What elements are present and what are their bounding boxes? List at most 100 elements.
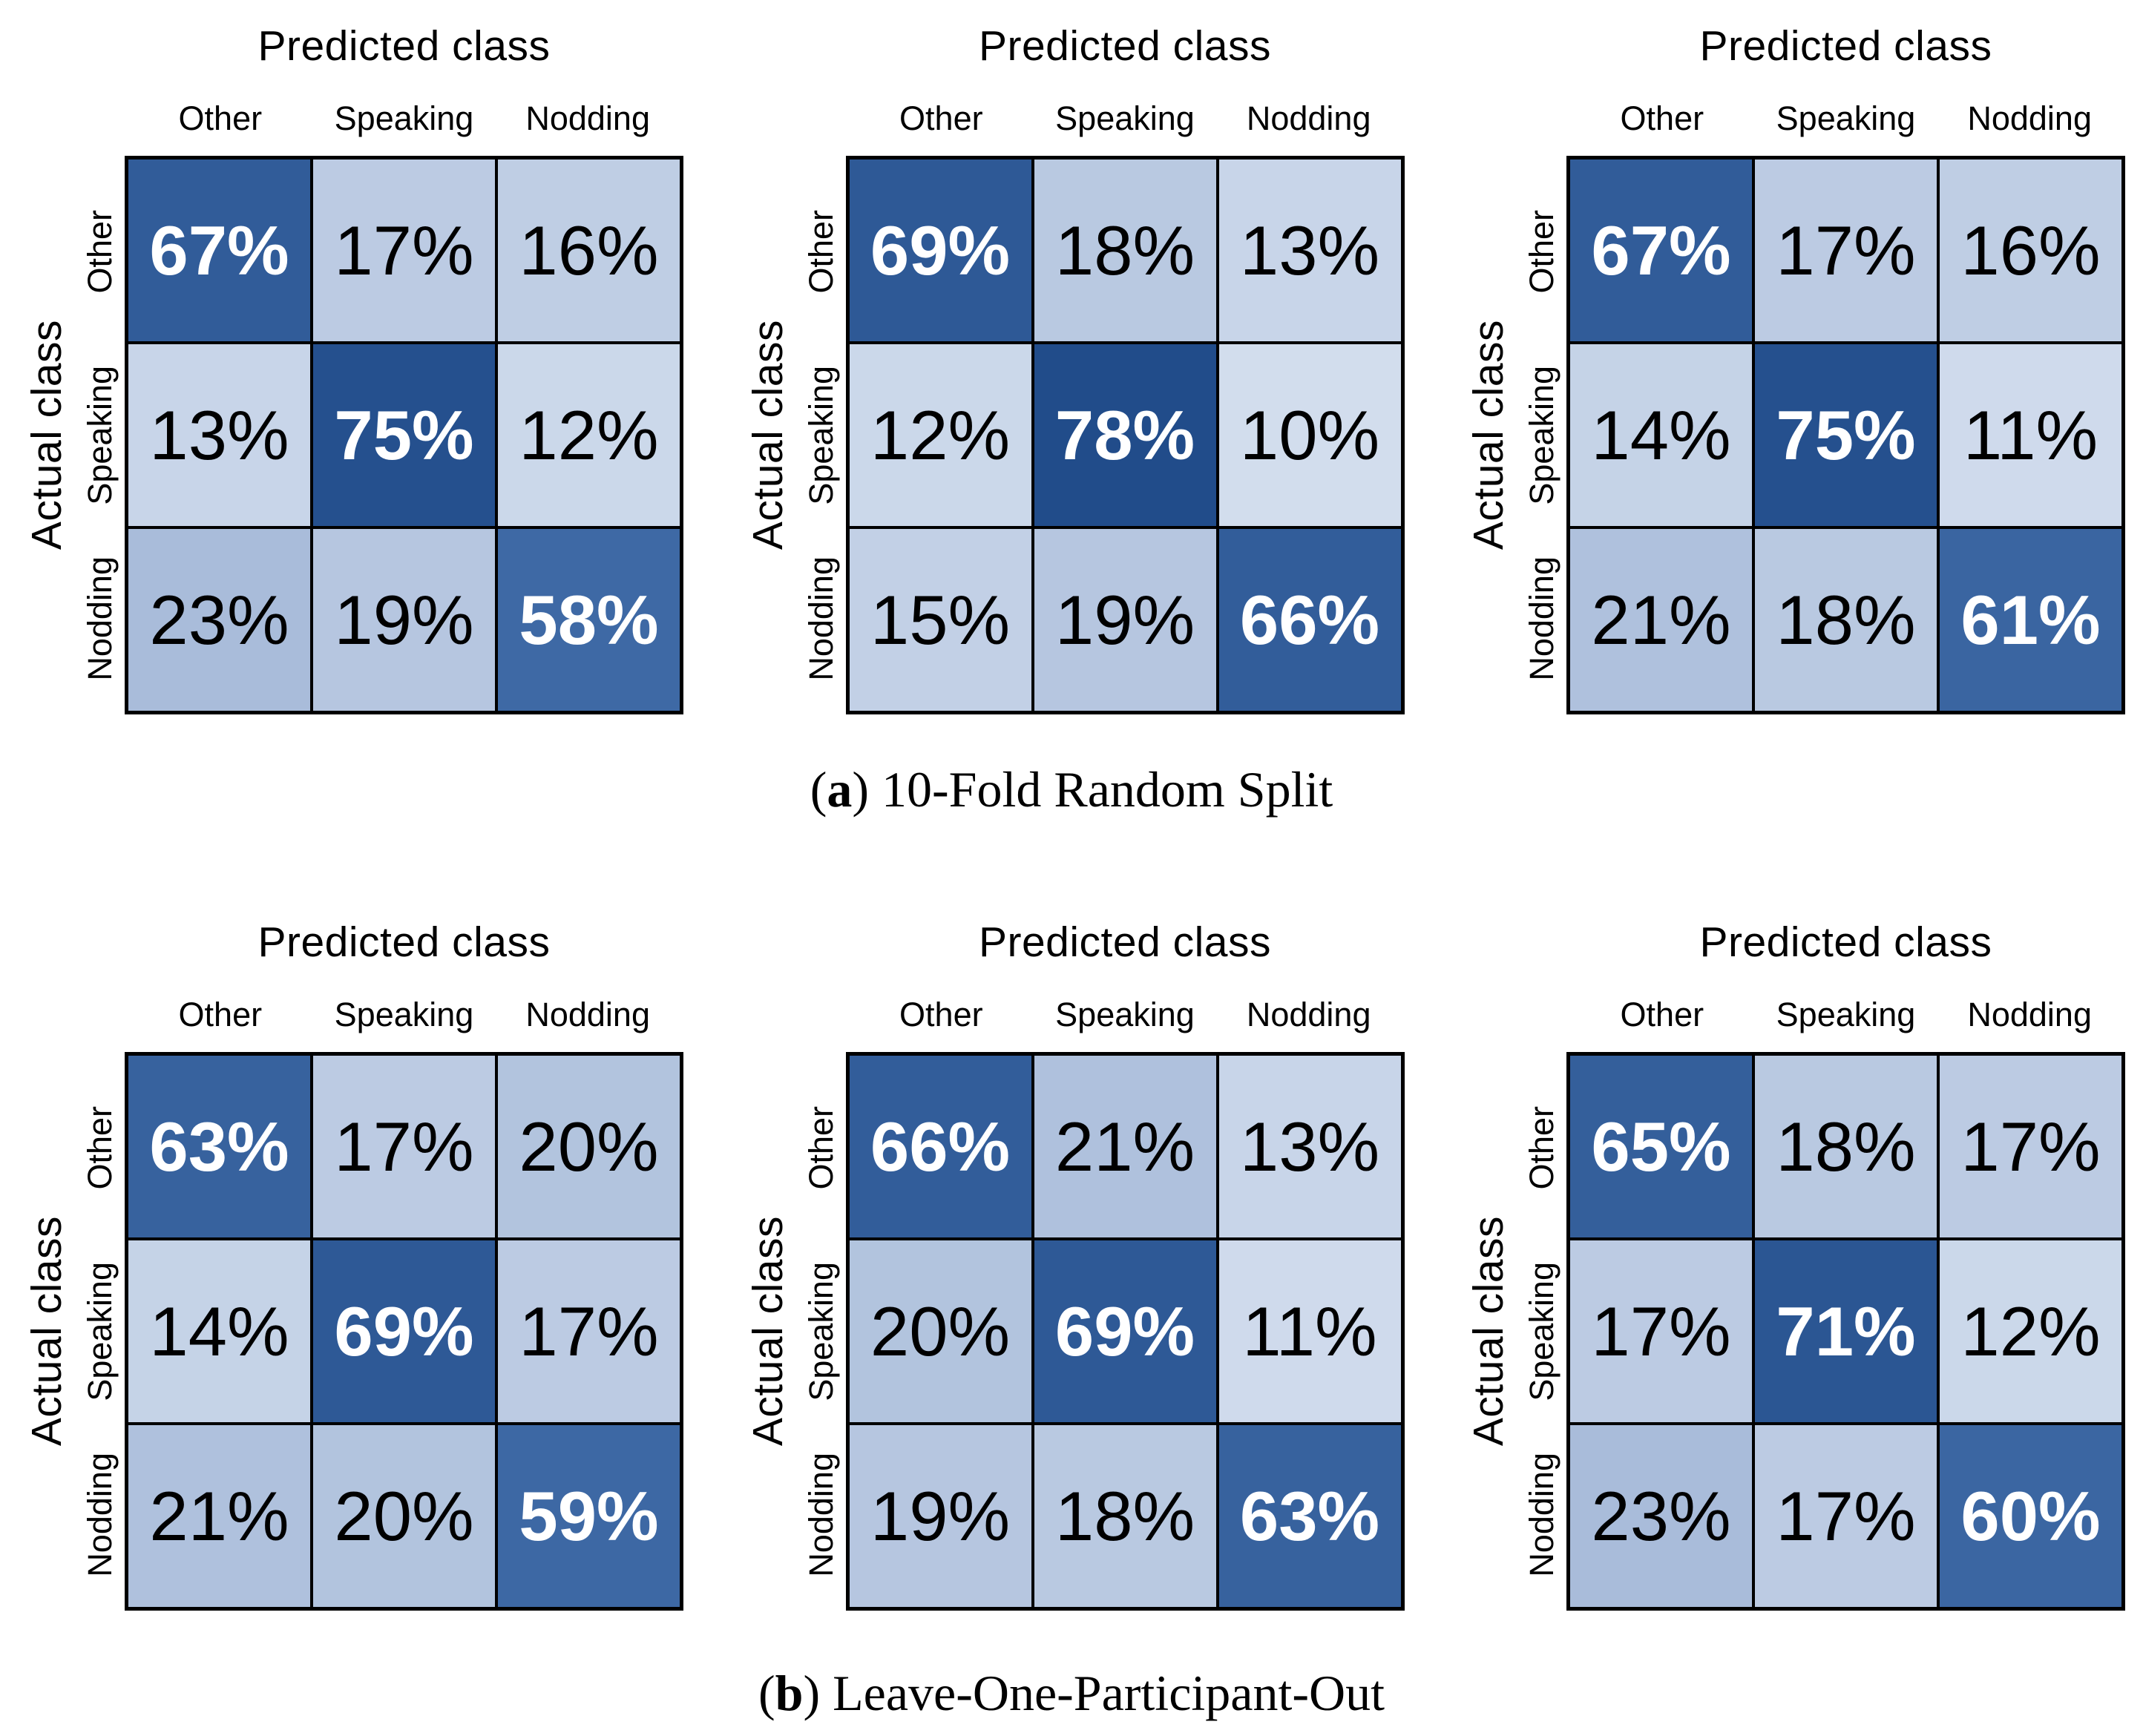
x-axis-title: Predicted class xyxy=(1699,22,1992,70)
row-label-text: Other xyxy=(1523,209,1561,294)
column-label: Nodding xyxy=(1246,996,1371,1033)
caption-letter: a xyxy=(827,761,853,818)
row-label-text: Other xyxy=(801,209,840,294)
row-label: Speaking xyxy=(76,343,125,527)
row-label-text: Other xyxy=(801,1105,840,1190)
x-axis-title: Predicted class xyxy=(978,22,1271,70)
y-axis-title-text: Actual class xyxy=(23,320,70,550)
row-label-text: Nodding xyxy=(1523,1453,1561,1577)
row-labels: Other Speaking Nodding xyxy=(797,1052,846,1611)
row-label: Other xyxy=(797,160,846,343)
confusion-matrix-a-1: Predicted class Other Speaking Nodding Actua… xyxy=(18,10,683,714)
row-label: Speaking xyxy=(797,1240,846,1424)
row-label: Other xyxy=(1517,160,1566,343)
y-axis-title: Actual class xyxy=(739,1052,797,1611)
row-label-text: Nodding xyxy=(801,1453,840,1577)
matrix-cell: 23% xyxy=(128,529,310,711)
row-labels: Other Speaking Nodding xyxy=(76,1052,125,1611)
row-label-text: Speaking xyxy=(1523,365,1561,505)
matrix-cell: 11% xyxy=(1940,344,2121,526)
column-label: Other xyxy=(178,99,263,137)
matrix-row-b: Predicted class Other Speaking Nodding Actua… xyxy=(18,907,2125,1611)
row-labels: Other Speaking Nodding xyxy=(1517,156,1566,714)
matrix-cell: 17% xyxy=(498,1240,680,1422)
matrix-cell: 12% xyxy=(849,344,1031,526)
x-axis-title: Predicted class xyxy=(257,22,551,70)
matrix-cell: 11% xyxy=(1218,1240,1401,1422)
column-label: Speaking xyxy=(1776,996,1916,1033)
row-label: Speaking xyxy=(1517,343,1566,527)
matrix-cell: 18% xyxy=(1034,1425,1216,1607)
column-label: Other xyxy=(1620,99,1704,137)
matrix-cell: 12% xyxy=(498,344,680,526)
row-label-text: Speaking xyxy=(81,1261,119,1401)
matrix-cell: 59% xyxy=(498,1425,680,1607)
row-label-text: Other xyxy=(81,209,119,294)
matrix-cell: 67% xyxy=(1570,160,1752,341)
matrix-cell: 23% xyxy=(1570,1425,1752,1607)
matrix-cell: 21% xyxy=(1034,1056,1216,1237)
column-label: Nodding xyxy=(525,996,650,1033)
matrix-cell: 19% xyxy=(1034,529,1216,711)
matrix-grid: 65% 18% 17% 17% 71% 12% 23% 17% 60% xyxy=(1566,1052,2125,1611)
matrix-cell: 17% xyxy=(313,160,495,341)
matrix-grid: 67% 17% 16% 13% 75% 12% 23% 19% 58% xyxy=(125,156,683,714)
row-label-text: Speaking xyxy=(1523,1261,1561,1401)
row-label-text: Speaking xyxy=(81,365,119,505)
matrix-cell: 17% xyxy=(1570,1240,1752,1422)
column-label: Other xyxy=(1620,996,1704,1033)
row-label: Speaking xyxy=(797,343,846,527)
row-label: Speaking xyxy=(1517,1240,1566,1424)
caption-a: (a) 10-Fold Random Split xyxy=(810,761,1333,818)
matrix-cell: 18% xyxy=(1755,1056,1937,1237)
matrix-cell: 67% xyxy=(128,160,310,341)
matrix-cell: 69% xyxy=(313,1240,495,1422)
matrix-cell: 20% xyxy=(498,1056,680,1237)
confusion-matrix-b-3: Predicted class Other Speaking Nodding Actua… xyxy=(1460,907,2125,1611)
y-axis-title-text: Actual class xyxy=(1465,320,1512,550)
matrix-cell: 75% xyxy=(313,344,495,526)
row-label: Nodding xyxy=(1517,1423,1566,1607)
column-labels: Other Speaking Nodding xyxy=(125,82,683,156)
row-label-text: Other xyxy=(81,1105,119,1190)
matrix-cell: 66% xyxy=(1218,529,1401,711)
x-axis-title: Predicted class xyxy=(978,918,1271,966)
section-a: Predicted class Other Speaking Nodding Actua… xyxy=(18,10,2125,907)
x-axis-title: Predicted class xyxy=(257,918,551,966)
caption-letter: b xyxy=(775,1665,804,1721)
matrix-cell: 20% xyxy=(313,1425,495,1607)
y-axis-title: Actual class xyxy=(18,1052,76,1611)
matrix-grid: 63% 17% 20% 14% 69% 17% 21% 20% 59% xyxy=(125,1052,683,1611)
row-label-text: Other xyxy=(1523,1105,1561,1190)
matrix-cell: 12% xyxy=(1940,1240,2121,1422)
y-axis-title: Actual class xyxy=(18,156,76,714)
matrix-cell: 78% xyxy=(1034,344,1216,526)
section-b: Predicted class Other Speaking Nodding Actua… xyxy=(18,907,2125,1723)
matrix-cell: 21% xyxy=(1570,529,1752,711)
y-axis-title: Actual class xyxy=(1460,156,1517,714)
caption-b: (b) Leave-One-Participant-Out xyxy=(758,1665,1385,1721)
column-label: Speaking xyxy=(334,996,474,1033)
column-label: Other xyxy=(899,996,983,1033)
column-labels: Other Speaking Nodding xyxy=(846,82,1405,156)
matrix-cell: 21% xyxy=(128,1425,310,1607)
matrix-cell: 16% xyxy=(498,160,680,341)
column-labels: Other Speaking Nodding xyxy=(125,978,683,1052)
matrix-cell: 75% xyxy=(1755,344,1937,526)
column-label: Nodding xyxy=(1967,996,2092,1033)
row-label: Other xyxy=(797,1056,846,1240)
matrix-grid: 66% 21% 13% 20% 69% 11% 19% 18% 63% xyxy=(845,1052,1405,1611)
column-label: Speaking xyxy=(1776,99,1916,137)
row-label-text: Nodding xyxy=(81,556,119,681)
matrix-cell: 58% xyxy=(498,529,680,711)
column-label: Speaking xyxy=(1055,996,1195,1033)
matrix-cell: 17% xyxy=(1755,1425,1937,1607)
x-axis-title: Predicted class xyxy=(1699,918,1992,966)
matrix-cell: 63% xyxy=(128,1056,310,1237)
row-label: Nodding xyxy=(76,1423,125,1607)
row-label-text: Nodding xyxy=(1523,556,1561,681)
row-label: Nodding xyxy=(797,1423,846,1607)
matrix-cell: 69% xyxy=(849,160,1031,341)
matrix-cell: 14% xyxy=(128,1240,310,1422)
